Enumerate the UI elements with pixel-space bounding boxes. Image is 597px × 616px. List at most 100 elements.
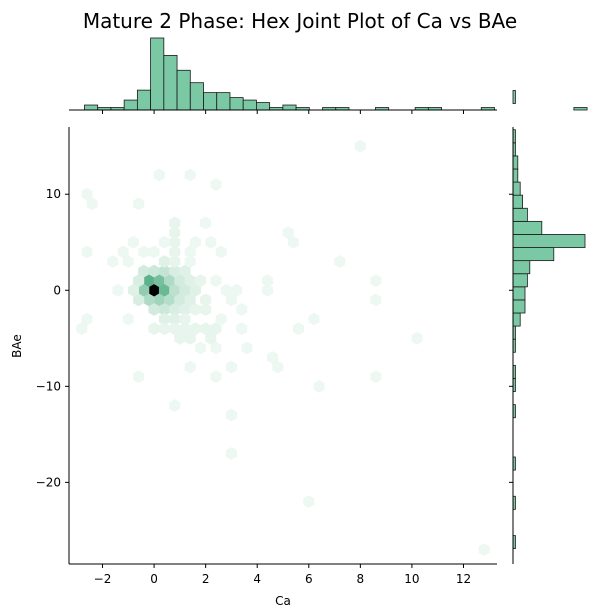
hexbin-cell: [174, 274, 186, 288]
hexbin-cell: [107, 255, 119, 268]
hexbin-cell: [138, 264, 150, 278]
y-axis-label: BAe: [10, 334, 24, 358]
x-histogram-bar: [176, 69, 191, 111]
x-tick-label: −2: [94, 572, 112, 586]
hexbin-cell: [138, 245, 150, 259]
hexbin-cell: [148, 264, 160, 278]
y-histogram-bar: [512, 312, 521, 327]
hexbin-cell: [241, 341, 253, 355]
hexbin-cell: [354, 139, 366, 153]
hexbin-cell: [158, 255, 170, 268]
hexbin-cell: [370, 274, 382, 288]
hexbin-cell: [184, 331, 196, 345]
hexbin-cell: [174, 331, 186, 345]
y-histogram-bar: [512, 220, 543, 235]
hexbin-cell: [158, 283, 170, 297]
x-axis: −2 0 2 4 6 8 10 12: [94, 110, 471, 586]
hexbin-cell: [313, 379, 325, 393]
hexbin-cell: [169, 255, 181, 268]
hexbin-cell: [169, 399, 181, 412]
hexbin-cell: [220, 283, 232, 297]
hexbin-cell: [370, 370, 382, 384]
x-tick-label: 4: [253, 572, 261, 586]
y-tick-label: 0: [53, 283, 61, 297]
hexbin-cell: [169, 322, 181, 336]
hexbin-cell: [148, 303, 160, 316]
y-histogram-bar: [512, 90, 516, 104]
hexbin-cell: [200, 293, 212, 307]
hexbin-cell: [200, 216, 212, 230]
y-axis: −20 −10 0 10: [36, 187, 513, 489]
hexbin-cell: [133, 274, 145, 288]
hexbin-cell: [210, 274, 222, 288]
x-histogram-bar: [150, 37, 165, 111]
x-tick-label: 2: [202, 572, 210, 586]
hexbin-cell: [138, 283, 150, 297]
y-tick-label: −10: [36, 379, 61, 393]
hexbin-cell: [143, 293, 155, 307]
y-histogram-bar: [512, 260, 531, 275]
hexbin-cell: [267, 351, 279, 364]
hexbin-cell: [179, 264, 191, 278]
hexbin-cell: [205, 235, 217, 249]
x-histogram-bar: [84, 104, 99, 111]
y-histogram-bar: [512, 273, 528, 288]
y-histogram-bar: [512, 207, 528, 222]
hexbin-cell: [133, 370, 145, 384]
hexbin-cell: [179, 322, 191, 336]
y-histogram-bar: [512, 155, 519, 170]
hexbin-cell: [210, 178, 222, 191]
hexbin-cell: [189, 322, 201, 336]
x-histogram-bar: [216, 92, 231, 111]
hexbin-cell: [272, 360, 284, 374]
hexbin-cell: [236, 322, 248, 336]
hexbin-cell: [303, 495, 315, 508]
hexbin-cell: [133, 197, 145, 211]
x-histogram-bar: [573, 107, 588, 111]
x-histogram-bar: [256, 102, 271, 111]
hexbin-cell: [153, 168, 165, 182]
x-histogram-bar: [203, 92, 218, 111]
hexbin-cell: [158, 312, 170, 326]
hexbin-cell: [215, 245, 227, 259]
y-histogram-bar: [512, 299, 526, 314]
hexbin-cell: [127, 235, 139, 249]
x-tick-label: 10: [404, 572, 419, 586]
hexbin-cell: [179, 303, 191, 316]
hexbin-cell: [169, 303, 181, 316]
hexbin-cell: [143, 274, 155, 288]
hexbin-cell: [370, 293, 382, 307]
hexbin-cell: [169, 264, 181, 278]
hexbin-cell: [164, 293, 176, 307]
x-tick-label: 8: [357, 572, 365, 586]
hexbin-cell: [262, 283, 274, 297]
hexbin-cell: [81, 187, 93, 201]
hexbin-cell: [184, 293, 196, 307]
hexbin-cell: [189, 303, 201, 316]
hexbin-cell: [169, 216, 181, 230]
hexbin-cell: [169, 312, 181, 326]
hexbin-cell: [169, 235, 181, 249]
hexbin-cell: [127, 283, 139, 297]
hexbin-cell: [210, 370, 222, 384]
hexbin-cell: [184, 168, 196, 182]
hexbin-cell: [122, 312, 134, 326]
hexbin-cell: [189, 235, 201, 249]
x-histogram-bar: [189, 82, 204, 111]
hexbin-cell: [158, 235, 170, 249]
x-histogram-bar: [242, 99, 257, 111]
hexbin-cell: [236, 303, 248, 316]
chart-title: Mature 2 Phase: Hex Joint Plot of Ca vs …: [83, 9, 517, 33]
y-histogram-bar: [512, 234, 586, 248]
x-tick-label: 0: [150, 572, 158, 586]
hexbin-cell: [179, 312, 191, 326]
hexbin-cell: [189, 283, 201, 297]
y-tick-label: −20: [36, 475, 61, 489]
hexbin-cell: [308, 312, 320, 326]
y-histogram-bar: [512, 181, 521, 196]
hexbin-cell: [205, 331, 217, 345]
x-marginal-histogram: [84, 37, 588, 111]
hexbin-cell: [478, 543, 490, 556]
hexbin-cell: [148, 322, 160, 336]
y-histogram-bar: [512, 247, 555, 262]
